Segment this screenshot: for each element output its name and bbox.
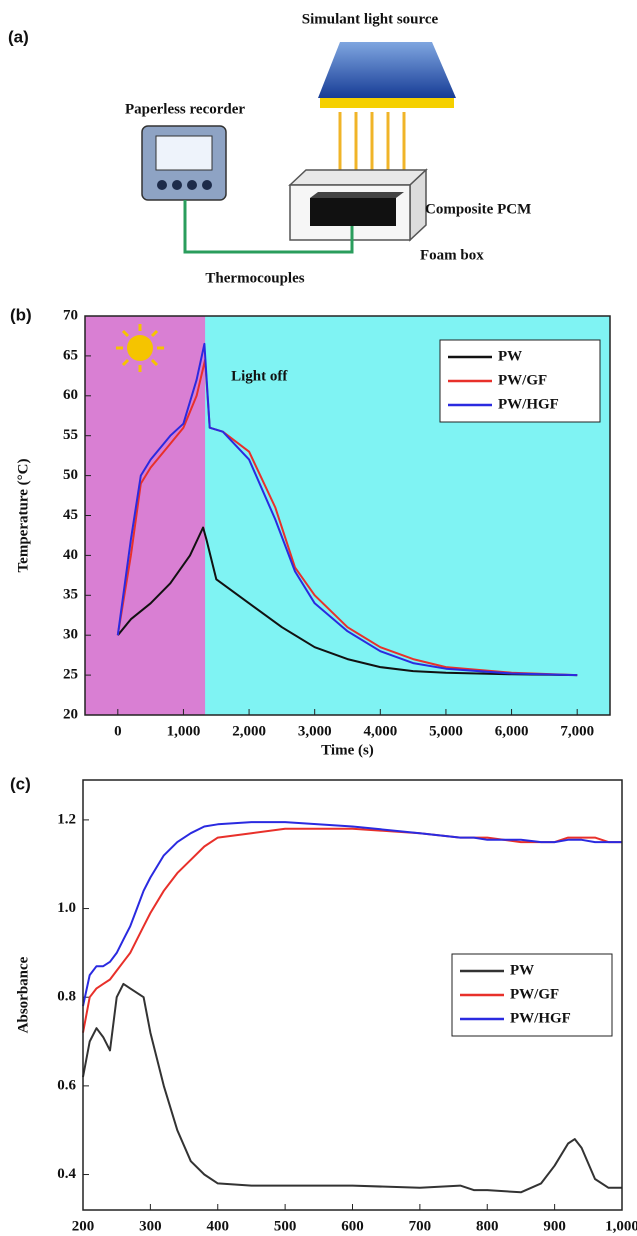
y-tick-label: 1.2 [57, 811, 76, 827]
sun [116, 324, 164, 372]
y-tick-label: 30 [63, 627, 78, 643]
legend-label: PW/GF [510, 986, 559, 1002]
x-tick-label: 700 [409, 1218, 432, 1234]
annotation: Light off [231, 368, 288, 384]
recorder-buttons [157, 180, 212, 190]
thermocouples-label: Thermocouples [205, 270, 304, 286]
plot-frame [84, 315, 611, 716]
legend-label: PW [510, 962, 534, 978]
thermocouple-wire [183, 200, 354, 254]
y-tick-label: 0.4 [57, 1166, 76, 1182]
plot-frame [82, 779, 623, 1211]
panel-label: (c) [10, 774, 31, 793]
light-source-label: Simulant light source [302, 11, 439, 27]
y-tick-label: 45 [63, 507, 78, 523]
series-line [116, 358, 578, 677]
panel-label: (b) [10, 305, 32, 324]
x-tick-label: 1,000 [167, 723, 201, 739]
legend-label: PW/GF [498, 372, 547, 388]
light-rays [338, 112, 410, 182]
chart: (c) 200 300 400 500 600 700 800 900 1,000 0.4 0.6 0.… [10, 774, 637, 1234]
x-tick-label: 900 [543, 1218, 566, 1234]
y-tick-label: 0.6 [57, 1077, 76, 1093]
series-line [82, 821, 622, 1007]
diagram: (a) Simulant light source Composite PCM … [8, 11, 531, 286]
x-tick-label: 300 [139, 1218, 162, 1234]
y-tick-label: 1.0 [57, 900, 76, 916]
legend-label: PW/HGF [498, 396, 559, 412]
series-line [116, 342, 578, 677]
lamp [318, 42, 456, 98]
x-tick-label: 6,000 [495, 723, 529, 739]
series-line [82, 982, 622, 1194]
y-tick-label: 55 [63, 427, 78, 443]
y-tick-label: 65 [63, 347, 78, 363]
y-tick-label: 0.8 [57, 989, 76, 1005]
y-axis-label: Absorbance [15, 956, 31, 1033]
pcm-label: Composite PCM [425, 201, 531, 217]
y-tick-label: 50 [63, 467, 78, 483]
shaded-region [85, 316, 206, 715]
x-tick-label: 0 [114, 723, 122, 739]
recorder-label: Paperless recorder [125, 101, 245, 117]
legend-label: PW [498, 348, 522, 364]
y-axis-label: Temperature (°C) [15, 459, 31, 573]
x-tick-label: 1,000 [605, 1218, 637, 1234]
chart: (b) 0 1,000 2,000 3,000 4,000 5,000 6,000 7,000 2… [10, 305, 611, 758]
y-tick-label: 40 [63, 547, 78, 563]
x-tick-label: 5,000 [429, 723, 463, 739]
x-tick-label: 200 [72, 1218, 95, 1234]
legend-label: PW/HGF [510, 1010, 571, 1026]
lamp-glow [320, 98, 454, 108]
y-tick-label: 20 [63, 706, 78, 722]
y-tick-label: 70 [63, 307, 78, 323]
recorder-screen [155, 135, 213, 171]
x-tick-label: 3,000 [298, 723, 332, 739]
pcm-top [310, 192, 404, 198]
y-tick-label: 35 [63, 587, 78, 603]
y-tick-label: 25 [63, 667, 78, 683]
series-line [82, 827, 622, 1033]
x-tick-label: 800 [476, 1218, 499, 1234]
x-tick-label: 600 [341, 1218, 364, 1234]
panel-label: (a) [8, 27, 29, 46]
x-tick-label: 400 [207, 1218, 230, 1234]
x-tick-label: 7,000 [560, 723, 594, 739]
box-label: Foam box [420, 247, 484, 263]
series-line [117, 526, 578, 677]
y-tick-label: 60 [63, 387, 78, 403]
x-tick-label: 4,000 [363, 723, 397, 739]
x-tick-label: 500 [274, 1218, 297, 1234]
x-tick-label: 2,000 [232, 723, 266, 739]
x-axis-label: Time (s) [321, 742, 374, 758]
pcm [310, 198, 396, 226]
